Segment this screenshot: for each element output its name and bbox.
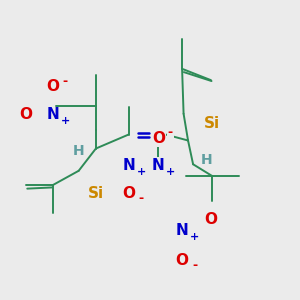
Text: +: + bbox=[61, 116, 70, 127]
Text: +: + bbox=[166, 167, 176, 177]
Text: N: N bbox=[46, 107, 59, 122]
Text: H: H bbox=[201, 152, 212, 167]
Text: -: - bbox=[138, 192, 143, 205]
Text: -: - bbox=[168, 126, 173, 139]
Text: +: + bbox=[190, 232, 199, 242]
Text: -: - bbox=[192, 260, 197, 272]
Text: O: O bbox=[176, 253, 189, 268]
Text: O: O bbox=[152, 130, 165, 146]
Text: N: N bbox=[152, 158, 165, 173]
Text: O: O bbox=[122, 186, 135, 201]
Text: +: + bbox=[136, 167, 146, 177]
Text: -: - bbox=[63, 75, 68, 88]
Text: N: N bbox=[176, 223, 188, 238]
Text: O: O bbox=[19, 107, 32, 122]
Text: Si: Si bbox=[204, 116, 220, 131]
Text: Si: Si bbox=[88, 187, 104, 202]
Text: H: H bbox=[73, 145, 85, 158]
Text: O: O bbox=[204, 212, 218, 227]
Text: O: O bbox=[46, 80, 59, 94]
Text: N: N bbox=[122, 158, 135, 173]
